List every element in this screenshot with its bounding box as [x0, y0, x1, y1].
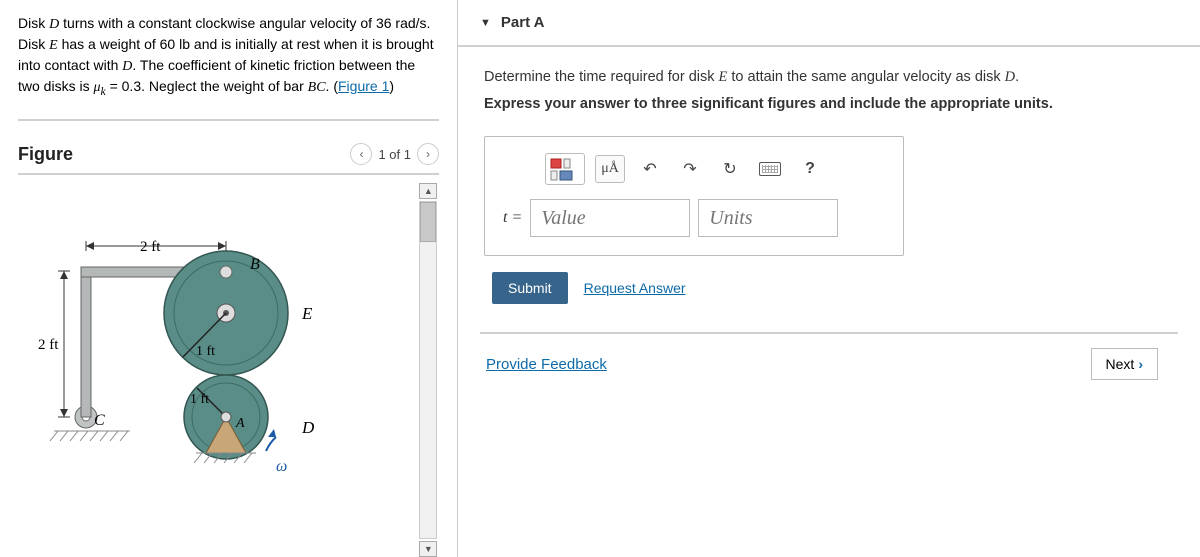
part-title: Part A — [501, 14, 545, 31]
svg-text:B: B — [250, 256, 260, 273]
collapse-caret-icon: ▼ — [480, 17, 491, 29]
svg-text:C: C — [94, 412, 105, 429]
reset-icon[interactable]: ↻ — [715, 155, 745, 183]
next-button[interactable]: Next › — [1091, 348, 1158, 380]
figure-diagram: 2 ft 2 ft B E D C A 1 ft 1 ft ω — [18, 181, 418, 481]
chevron-right-icon: › — [1138, 356, 1143, 372]
answer-toolbar: μÅ ↶ ↷ ↻ ? — [503, 153, 885, 185]
svg-text:1 ft: 1 ft — [196, 344, 215, 359]
svg-text:A: A — [235, 416, 245, 431]
figure-title: Figure — [18, 144, 73, 165]
next-label: Next — [1106, 356, 1135, 372]
help-icon[interactable]: ? — [795, 155, 825, 183]
provide-feedback-link[interactable]: Provide Feedback — [486, 356, 607, 373]
figure-header: Figure ‹ 1 of 1 › — [18, 121, 439, 173]
right-panel: ▼ Part A Determine the time required for… — [458, 0, 1200, 557]
figure-scrollbar[interactable]: ▲ ▼ — [418, 181, 439, 557]
left-panel: Disk D turns with a constant clockwise a… — [0, 0, 458, 557]
scroll-thumb[interactable] — [420, 202, 436, 242]
redo-icon[interactable]: ↷ — [675, 155, 705, 183]
submit-button[interactable]: Submit — [492, 272, 568, 304]
problem-statement: Disk D turns with a constant clockwise a… — [18, 14, 439, 121]
scroll-down-button[interactable]: ▼ — [419, 541, 437, 557]
keyboard-icon[interactable] — [755, 155, 785, 183]
variable-label: t = — [503, 209, 522, 227]
svg-text:E: E — [301, 304, 313, 323]
figure-link[interactable]: Figure 1 — [338, 78, 389, 94]
value-input[interactable] — [530, 199, 690, 237]
svg-text:ω: ω — [276, 458, 287, 475]
figure-prev-button[interactable]: ‹ — [350, 143, 372, 165]
request-answer-link[interactable]: Request Answer — [584, 280, 686, 296]
figure-counter: 1 of 1 — [378, 147, 411, 162]
instruction-format: Express your answer to three significant… — [484, 96, 1174, 112]
scroll-track[interactable] — [419, 201, 437, 539]
svg-text:2 ft: 2 ft — [38, 337, 59, 353]
scroll-up-button[interactable]: ▲ — [419, 183, 437, 199]
svg-text:2 ft: 2 ft — [140, 239, 161, 255]
undo-icon[interactable]: ↶ — [635, 155, 665, 183]
figure-next-button[interactable]: › — [417, 143, 439, 165]
svg-text:1 ft: 1 ft — [190, 392, 209, 407]
figure-nav: ‹ 1 of 1 › — [350, 143, 439, 165]
units-input[interactable] — [698, 199, 838, 237]
answer-box: μÅ ↶ ↷ ↻ ? t = — [484, 136, 904, 256]
part-header[interactable]: ▼ Part A — [458, 0, 1200, 47]
svg-text:D: D — [301, 418, 315, 437]
units-icon[interactable]: μÅ — [595, 155, 625, 183]
instruction-text: Determine the time required for disk E t… — [484, 69, 1174, 86]
templates-icon[interactable] — [545, 153, 585, 185]
